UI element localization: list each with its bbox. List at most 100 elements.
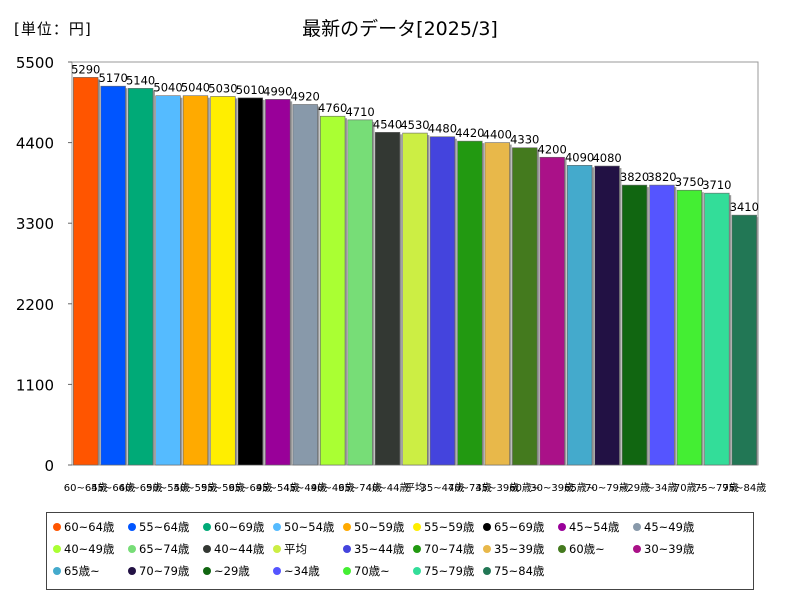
y-tick-label: 4400 <box>16 135 54 153</box>
data-label: 3410 <box>730 200 759 214</box>
x-tick-label: 70~74歳 <box>448 482 492 494</box>
legend-item: 75~84歳 <box>483 563 544 579</box>
legend-item: 60~64歳 <box>53 519 114 535</box>
legend-item: 65歳~ <box>53 563 100 579</box>
legend-item: ~29歳 <box>203 563 250 579</box>
bar <box>237 97 264 466</box>
legend-item: 30~39歳 <box>633 541 694 557</box>
legend-marker <box>483 522 491 531</box>
x-tick-label: 70歳~ <box>674 482 705 494</box>
x-tick-label: 75~79歳 <box>695 482 739 494</box>
bar <box>155 95 181 466</box>
legend-marker <box>558 522 566 531</box>
legend-label: 75~84歳 <box>494 564 545 578</box>
legend-marker <box>53 522 61 531</box>
legend-label: ~29歳 <box>214 564 250 578</box>
x-tick-label: ~29歳 <box>619 482 650 494</box>
x-tick-label: 45~54歳 <box>256 482 300 494</box>
legend-marker <box>53 544 61 553</box>
legend-item: 35~39歳 <box>483 541 544 557</box>
legend-marker <box>413 566 421 575</box>
legend-marker <box>203 566 211 575</box>
data-label: 4420 <box>455 126 484 140</box>
bar <box>347 119 373 466</box>
legend-item: 65~74歳 <box>128 541 189 557</box>
legend-label: 65~74歳 <box>139 542 190 556</box>
y-tick-label: 1100 <box>16 376 54 394</box>
legend-label: ~34歳 <box>284 564 320 578</box>
bar <box>594 165 620 466</box>
legend-label: 55~59歳 <box>424 520 475 534</box>
data-label: 5030 <box>208 81 237 95</box>
bar <box>512 147 538 466</box>
legend-label: 70歳~ <box>354 564 390 578</box>
legend-label: 35~44歳 <box>354 542 405 556</box>
x-tick-label: 40~44歳 <box>366 482 410 494</box>
x-tick-label: 45~49歳 <box>283 482 327 494</box>
data-label: 4090 <box>565 150 594 164</box>
legend-marker <box>633 544 641 553</box>
bar <box>457 140 483 466</box>
x-tick-label: 35~39歳 <box>475 482 519 494</box>
unit-label: [単位：円] <box>14 20 92 38</box>
legend-marker <box>343 566 351 575</box>
legend-marker <box>128 522 136 531</box>
data-label: 5140 <box>126 73 155 87</box>
data-label: 4480 <box>428 122 457 136</box>
legend-label: 35~39歳 <box>494 542 545 556</box>
bar <box>649 184 675 466</box>
bar <box>731 214 757 466</box>
bar <box>566 165 593 466</box>
y-tick-label: 3300 <box>16 215 54 233</box>
legend-label: 65歳~ <box>64 564 100 578</box>
bar <box>210 96 236 466</box>
data-label: 5010 <box>236 83 265 97</box>
legend-marker <box>343 522 351 531</box>
bar <box>265 99 291 466</box>
legend-label: 45~54歳 <box>569 520 620 534</box>
legend-item: 60歳~ <box>558 541 605 557</box>
data-label: 4330 <box>510 133 539 147</box>
legend-label: 75~79歳 <box>424 564 475 578</box>
legend-item: 平均 <box>273 541 307 557</box>
legend-item: 70歳~ <box>343 563 390 579</box>
legend-item: 70~74歳 <box>413 541 474 557</box>
legend-label: 65~69歳 <box>494 520 545 534</box>
data-label: 4530 <box>400 118 429 132</box>
bar <box>320 115 346 466</box>
legend-label: 45~49歳 <box>644 520 695 534</box>
legend-item: 70~79歳 <box>128 563 189 579</box>
legend-marker <box>128 566 136 575</box>
legend-label: 30~39歳 <box>644 542 695 556</box>
bar <box>676 189 703 466</box>
x-tick-label: 35~44歳 <box>421 482 465 494</box>
legend-marker <box>273 566 281 575</box>
legend-item: 75~79歳 <box>413 563 474 579</box>
legend-label: 60~69歳 <box>214 520 265 534</box>
legend-item: 55~59歳 <box>413 519 474 535</box>
bar <box>704 192 730 466</box>
legend-marker <box>483 544 491 553</box>
x-tick-label: 30~39歳 <box>530 482 574 494</box>
bar <box>539 156 565 466</box>
legend-label: 70~74歳 <box>424 542 475 556</box>
x-tick-label: 55~59歳 <box>201 482 245 494</box>
y-tick-label: 2200 <box>16 296 54 314</box>
x-tick-label: 65~69歳 <box>228 482 272 494</box>
x-tick-label: 75~84歳 <box>722 482 766 494</box>
legend-item: ~34歳 <box>273 563 320 579</box>
legend-item: 50~54歳 <box>273 519 334 535</box>
bar <box>292 104 318 466</box>
bar <box>127 88 154 466</box>
data-label: 5040 <box>153 81 182 95</box>
data-label: 4710 <box>345 105 374 119</box>
legend-marker <box>203 544 211 553</box>
x-tick-label: ~34歳 <box>646 482 677 494</box>
data-label: 4760 <box>318 101 347 115</box>
legend-marker <box>128 544 136 553</box>
bar <box>429 136 456 466</box>
data-label: 3710 <box>702 178 731 192</box>
data-label: 5170 <box>99 71 128 85</box>
y-tick-label: 0 <box>44 457 54 475</box>
data-label: 3750 <box>675 175 704 189</box>
